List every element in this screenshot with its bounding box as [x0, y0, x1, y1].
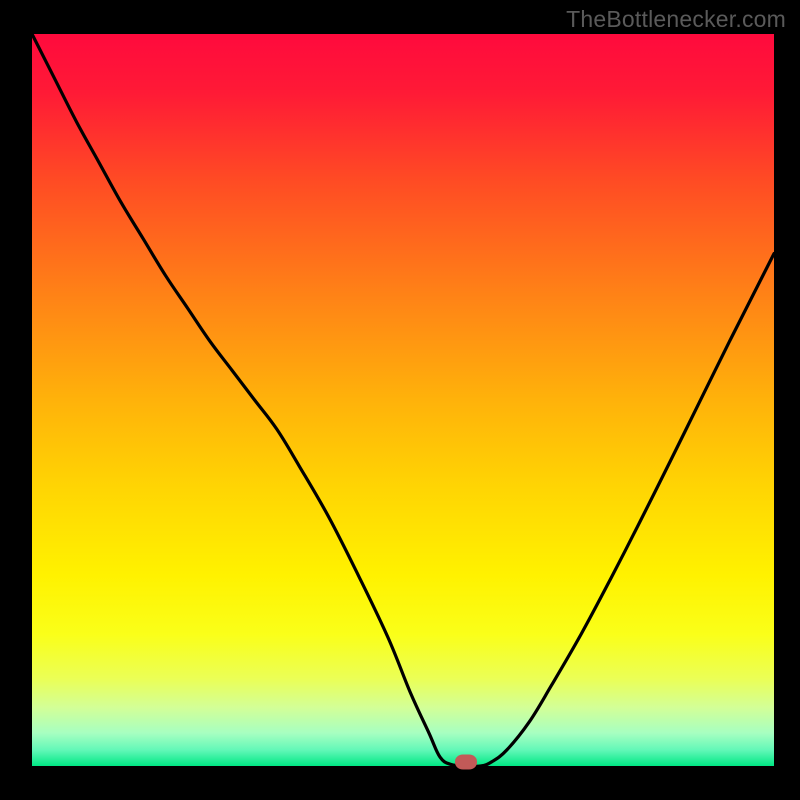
chart-frame: TheBottlenecker.com [0, 0, 800, 800]
watermark-text: TheBottlenecker.com [566, 6, 786, 33]
plot-background [32, 34, 774, 766]
plot-svg [0, 0, 800, 800]
optimal-point-marker [455, 754, 477, 769]
